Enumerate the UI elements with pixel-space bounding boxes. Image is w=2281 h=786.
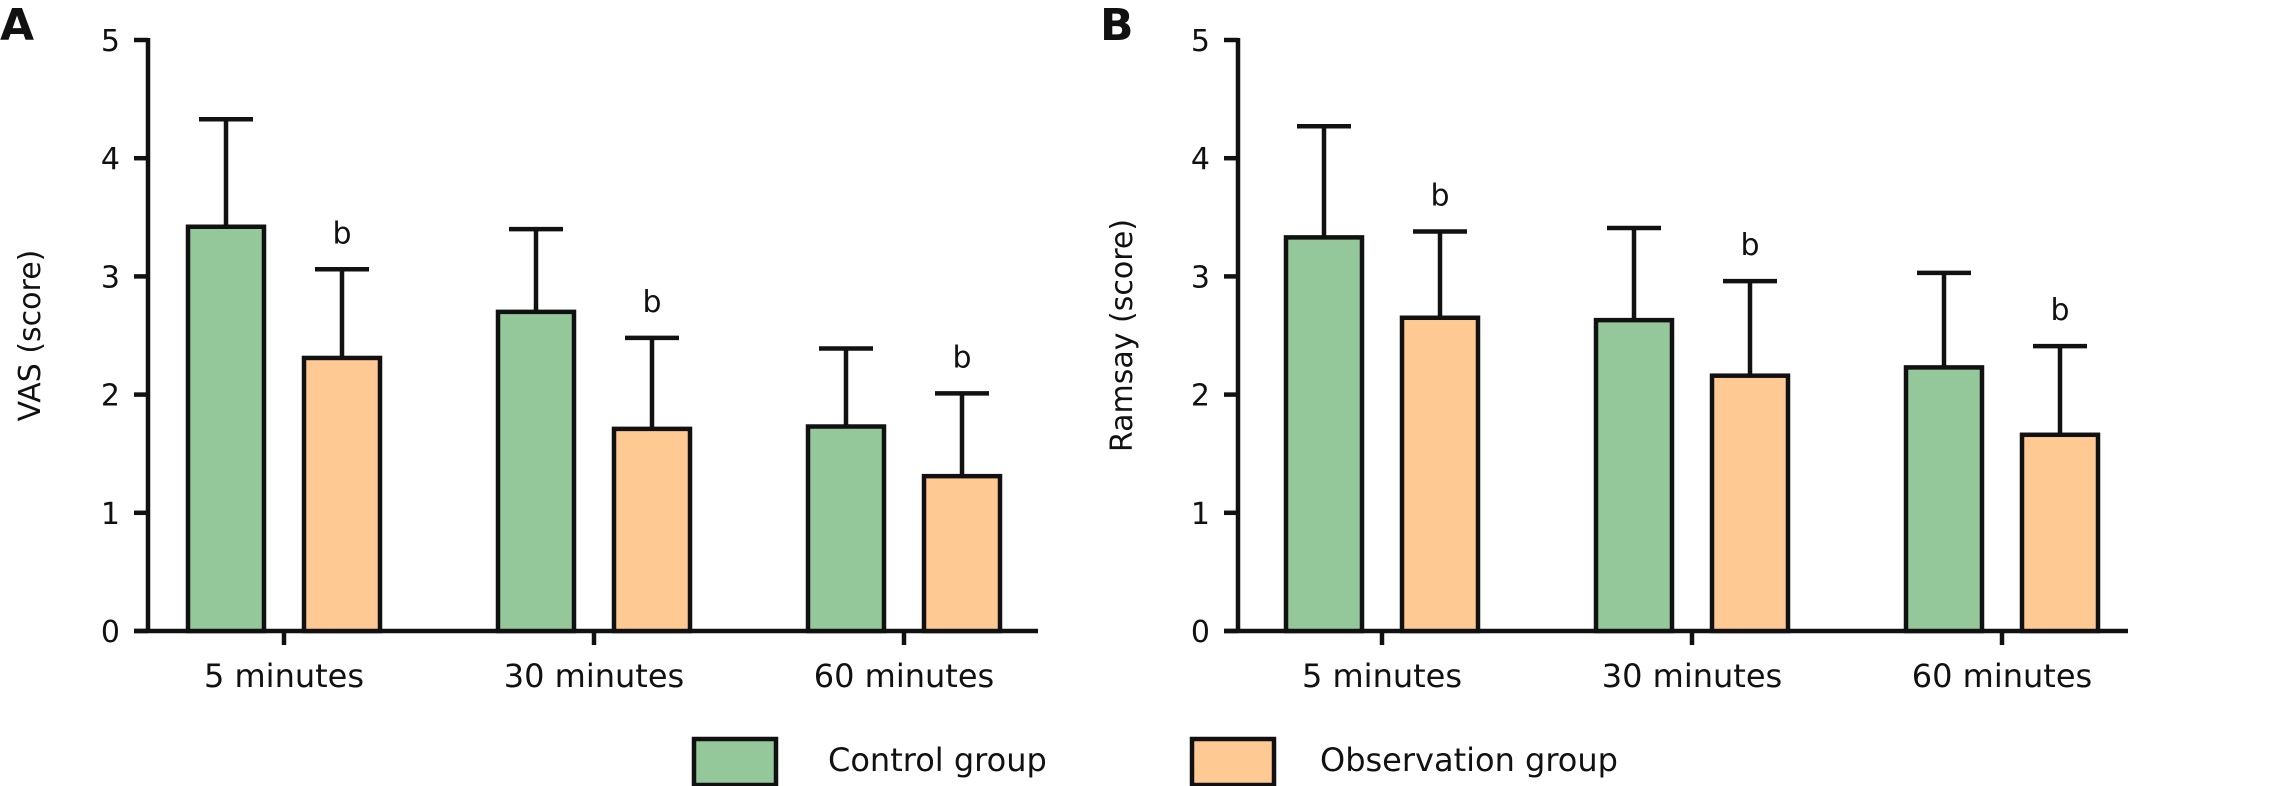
y-axis-label: Ramsay (score) — [1105, 219, 1140, 452]
y-tick-label: 4 — [101, 142, 120, 177]
legend-swatch-observation — [1189, 736, 1277, 786]
control-bar — [495, 309, 577, 634]
legend-label-observation: Observation group — [1320, 741, 1618, 779]
panel-a-vas-chart: A VAS (score) 0 1 2 3 4 5 b 5 minutes b 30 minutes b… — [0, 0, 1038, 695]
y-tick-label: 1 — [1191, 497, 1210, 532]
control-bar — [805, 424, 887, 634]
control-bar — [1903, 365, 1985, 634]
y-axis-label: VAS (score) — [13, 250, 48, 422]
observation-bar — [611, 426, 693, 634]
x-category-label: 60 minutes — [814, 657, 994, 695]
y-tick-label: 5 — [101, 24, 120, 59]
panel-letter: B — [1100, 0, 1134, 51]
observation-bar — [1709, 373, 1791, 634]
y-tick-label: 3 — [101, 260, 120, 295]
y-tick-label: 3 — [1191, 260, 1210, 295]
observation-bar — [921, 473, 1003, 634]
y-tick-label: 0 — [101, 615, 120, 650]
observation-bar — [301, 355, 383, 634]
x-category-label: 5 minutes — [1302, 657, 1462, 695]
y-tick-label: 0 — [1191, 615, 1210, 650]
significance-label: b — [2050, 293, 2069, 328]
legend: Control group Observation group — [691, 736, 1618, 786]
x-category-label: 5 minutes — [204, 657, 364, 695]
significance-label: b — [332, 216, 351, 251]
significance-label: b — [952, 340, 971, 375]
control-bar — [185, 224, 267, 634]
observation-bar — [1399, 315, 1481, 634]
y-tick-label: 2 — [1191, 379, 1210, 414]
x-category-label: 30 minutes — [504, 657, 684, 695]
panel-letter: A — [0, 0, 34, 51]
significance-label: b — [1740, 228, 1759, 263]
panel-b-ramsay-chart: B Ramsay (score) 0 1 2 3 4 5 b 5 minutes b 30 minut… — [1100, 0, 2128, 695]
y-tick-label: 2 — [101, 379, 120, 414]
x-category-label: 30 minutes — [1602, 657, 1782, 695]
control-bar — [1283, 235, 1365, 634]
significance-label: b — [1430, 178, 1449, 213]
significance-label: b — [642, 285, 661, 320]
control-bar — [1593, 317, 1675, 634]
legend-swatch-control — [691, 736, 779, 786]
legend-label-control: Control group — [828, 741, 1047, 779]
observation-bar — [2019, 432, 2101, 634]
y-tick-label: 4 — [1191, 142, 1210, 177]
y-tick-label: 5 — [1191, 24, 1210, 59]
x-category-label: 60 minutes — [1912, 657, 2092, 695]
y-tick-label: 1 — [101, 497, 120, 532]
